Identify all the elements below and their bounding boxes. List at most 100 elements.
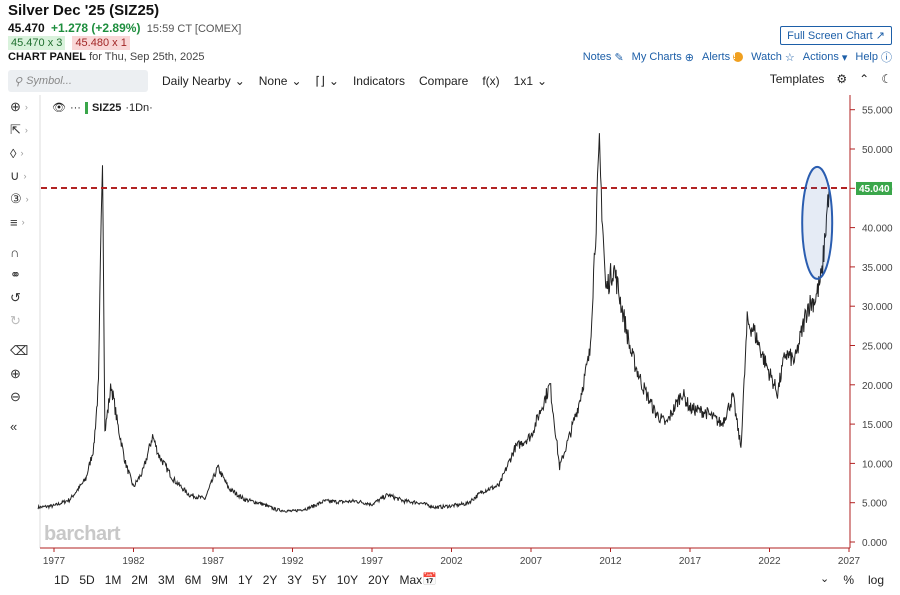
templates-button[interactable]: Templates xyxy=(769,72,825,86)
range-button-2y[interactable]: 2Y xyxy=(262,573,278,587)
last-price-label-bg xyxy=(856,181,892,195)
full-screen-chart-button[interactable]: Full Screen Chart ↗ xyxy=(780,26,892,45)
series-interval: ·1Dn· xyxy=(125,101,153,114)
search-icon: ⚲ xyxy=(14,75,23,88)
notes-label: Notes xyxy=(582,51,612,63)
last-price-label-text: 45.040 xyxy=(859,184,890,195)
price-change: +1.278 (+2.89%) xyxy=(51,21,141,35)
overlay-dropdown[interactable]: None ⌄ xyxy=(259,74,302,88)
range-button-max[interactable]: Max xyxy=(399,573,423,587)
interval-dropdown[interactable]: Daily Nearby ⌄ xyxy=(162,74,245,88)
ask-value: 45.480 x 1 xyxy=(72,36,130,50)
x-tick-label: 1982 xyxy=(122,556,145,567)
percent-scale-button[interactable]: % xyxy=(843,573,854,587)
quote-time: 15:59 CT [COMEX] xyxy=(146,23,242,35)
lock-icon[interactable]: ⚭ xyxy=(10,267,21,282)
function-button[interactable]: f(x) xyxy=(482,74,500,88)
x-axis-ticks: 1977 1982 1987 1992 1997 2002 2007 2012 2017 2022… xyxy=(43,548,861,567)
scale-options: % log xyxy=(843,573,884,587)
range-button-9m[interactable]: 9M xyxy=(211,573,229,587)
interval-label: Daily Nearby xyxy=(162,74,231,88)
layout-dropdown[interactable]: 1x1 ⌄ xyxy=(514,74,547,88)
plus-circle-icon: ⊕ xyxy=(684,51,694,64)
undo-icon[interactable]: ↺ xyxy=(10,290,21,305)
actions-label: Actions xyxy=(802,51,839,63)
time-range-bar: 1D 5D 1M 2M 3M 6M 9M 1Y 2Y 3Y 5Y 10Y 20Y Max xyxy=(54,573,422,587)
y-axis-ticks: 55.00050.00045.00040.00035.00030.00025.0… xyxy=(850,106,893,549)
indicators-button[interactable]: Indicators xyxy=(352,74,405,88)
bid-value: 45.470 x 3 xyxy=(8,36,66,50)
highlight-ellipse xyxy=(801,165,834,280)
double-chevron-down-icon[interactable]: ⌄ xyxy=(820,573,830,585)
range-button-2m[interactable]: 2M xyxy=(131,573,149,587)
x-tick-label: 1992 xyxy=(281,556,304,567)
alerts-link[interactable]: Alerts! xyxy=(702,51,744,63)
more-icon[interactable]: ··· xyxy=(69,101,81,114)
trash-icon[interactable]: ⌫ xyxy=(10,343,29,358)
last-price: 45.470 xyxy=(8,21,45,35)
symbol-placeholder: Symbol... xyxy=(26,75,72,87)
log-scale-button[interactable]: log xyxy=(867,573,884,587)
help-link[interactable]: Help ⓘ xyxy=(855,49,892,65)
range-button-6m[interactable]: 6M xyxy=(184,573,202,587)
y-tick-label: 50.000 xyxy=(862,145,893,156)
symbol-search-input[interactable]: ⚲ Symbol... xyxy=(8,70,148,92)
settings-icon[interactable]: ⚙ xyxy=(836,72,848,86)
actions-menu[interactable]: Actions ▾ xyxy=(803,51,848,64)
fib-icon[interactable]: ≡ › xyxy=(10,214,25,230)
help-label: Help xyxy=(855,51,878,63)
zoom-in-icon[interactable]: ⊕ xyxy=(10,366,21,381)
range-button-1d[interactable]: 1D xyxy=(54,573,70,587)
compare-button[interactable]: Compare xyxy=(418,74,469,88)
top-links: Notes ✎ My Charts ⊕ Alerts! Watch ☆ Actions… xyxy=(583,49,892,65)
toolbar-right: Templates ⚙ ⌃ ☾ xyxy=(770,72,892,86)
my-charts-link[interactable]: My Charts ⊕ xyxy=(632,51,694,64)
theme-icon[interactable]: ☾ xyxy=(881,72,892,86)
price-series-line xyxy=(37,133,830,513)
trendline-icon[interactable]: ⇱ › xyxy=(10,122,28,137)
price-line: 45.470 +1.278 (+2.89%) 15:59 CT [COMEX] xyxy=(8,21,241,35)
notes-icon: ✎ xyxy=(614,51,624,64)
alerts-label: Alerts xyxy=(702,51,731,63)
curve-icon[interactable]: ∪ › xyxy=(10,168,27,183)
barchart-watermark: barchart xyxy=(44,523,121,545)
range-button-3m[interactable]: 3M xyxy=(158,573,175,587)
notes-link[interactable]: Notes ✎ xyxy=(583,51,624,64)
magnet-icon[interactable]: ∩ xyxy=(10,244,20,260)
y-tick-label: 40.000 xyxy=(862,224,893,235)
x-tick-label: 2017 xyxy=(679,556,702,567)
y-tick-label: 30.000 xyxy=(862,302,893,313)
chart-type-dropdown[interactable]: ⌈⌋ ⌄ xyxy=(316,74,339,88)
x-tick-label: 2027 xyxy=(838,556,861,567)
watch-link[interactable]: Watch ☆ xyxy=(751,51,795,64)
y-tick-label: 15.000 xyxy=(862,420,893,431)
y-tick-label: 20.000 xyxy=(862,381,893,392)
y-tick-label: 35.000 xyxy=(862,263,893,274)
chart-panel-label: CHART PANEL for Thu, Sep 25th, 2025 xyxy=(8,51,204,63)
range-button-20y[interactable]: 20Y xyxy=(368,573,390,587)
zoom-out-icon[interactable]: ⊖ xyxy=(10,389,21,404)
overlay-label: None xyxy=(258,74,288,88)
range-button-5y[interactable]: 5Y xyxy=(312,573,327,587)
collapse-icon[interactable]: « xyxy=(10,418,18,434)
count-icon[interactable]: ③ › xyxy=(10,191,29,206)
y-tick-label: 55.000 xyxy=(862,106,893,117)
x-tick-label: 2022 xyxy=(758,556,781,567)
shapes-icon[interactable]: ◊ › xyxy=(10,145,24,161)
chart-panel-date: for Thu, Sep 25th, 2025 xyxy=(89,51,205,63)
range-button-1y[interactable]: 1Y xyxy=(238,573,253,587)
range-button-10y[interactable]: 10Y xyxy=(336,573,359,587)
eye-icon[interactable]: 👁 xyxy=(52,102,66,114)
range-button-5d[interactable]: 5D xyxy=(79,573,95,587)
collapse-up-icon[interactable]: ⌃ xyxy=(859,72,870,86)
y-tick-label: 10.000 xyxy=(862,459,893,470)
crosshair-icon[interactable]: ⊕ › xyxy=(10,99,28,114)
range-button-3y[interactable]: 3Y xyxy=(287,573,303,587)
chart-panel-title: CHART PANEL xyxy=(8,51,87,63)
last-price-label: 45.040 xyxy=(856,181,892,195)
range-button-1m[interactable]: 1M xyxy=(104,573,122,587)
calendar-icon[interactable]: 📅 xyxy=(422,572,437,586)
redo-icon[interactable]: ↻ xyxy=(10,313,21,328)
series-color-swatch xyxy=(84,101,88,114)
